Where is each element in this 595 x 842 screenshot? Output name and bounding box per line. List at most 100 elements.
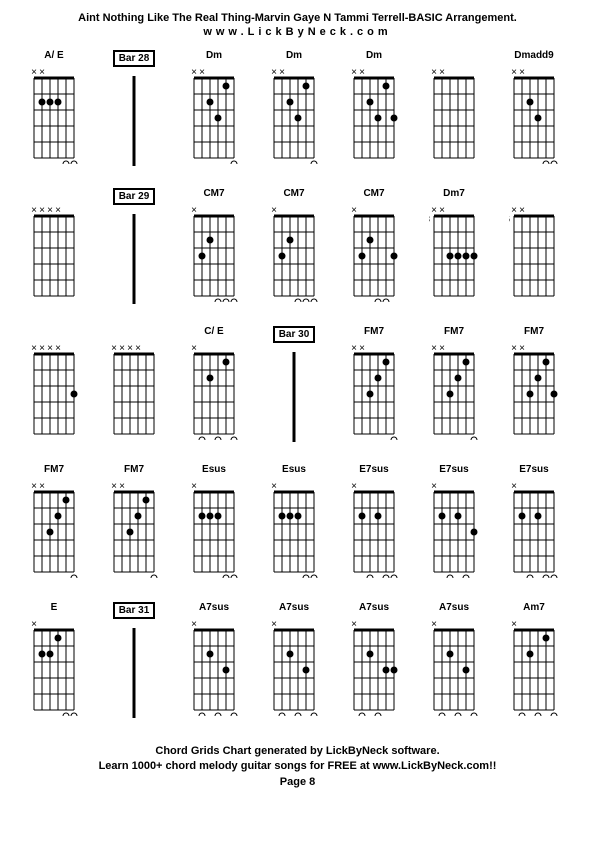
svg-text:×: × (55, 205, 61, 216)
footer-page: Page 8 (20, 775, 575, 790)
svg-text:×: × (47, 205, 53, 216)
svg-text:×: × (127, 343, 133, 354)
svg-text:×: × (135, 343, 141, 354)
chord-name: Dm (286, 50, 302, 64)
svg-text:×: × (359, 67, 365, 78)
bar-marker: Bar 28 (100, 50, 168, 176)
svg-text:×: × (439, 67, 445, 78)
svg-text:×: × (271, 619, 277, 630)
svg-text:×: × (191, 619, 197, 630)
bar-marker: Bar 30 (260, 326, 328, 452)
chord-diagram: E7sus× (340, 464, 408, 583)
svg-text:×: × (47, 343, 53, 354)
chord-name: A7sus (199, 602, 229, 616)
bar-marker: Bar 31 (100, 602, 168, 728)
svg-text:×: × (39, 205, 45, 216)
svg-text:×: × (519, 205, 525, 216)
chord-diagram: E× (20, 602, 88, 721)
chord-diagram: A7sus× (340, 602, 408, 721)
svg-text:×: × (31, 343, 37, 354)
chord-name: FM7 (444, 326, 464, 340)
chord-diagram: E7sus× (500, 464, 568, 583)
svg-text:×: × (439, 205, 445, 216)
chord-diagram: Dm×× (180, 50, 248, 169)
chord-diagram: A7sus× (420, 602, 488, 721)
chord-name: Dmadd9 (514, 50, 553, 64)
chord-diagram: Dm×× (260, 50, 328, 169)
chord-diagram: Dmadd9 ×× (500, 50, 568, 169)
chord-diagram: FM7×× (100, 464, 168, 583)
chord-diagram: FM7 ×× (420, 326, 488, 445)
chord-name: CM7 (363, 188, 384, 202)
chord-name: A/ E (44, 50, 63, 64)
chord-row: FM7××FM7××Esus×Esus×E7sus×E7sus×E7sus× (20, 464, 575, 594)
chord-name: Esus (282, 464, 306, 478)
svg-text:×: × (519, 343, 525, 354)
chord-name: Dm7 (443, 188, 465, 202)
svg-text:×: × (431, 481, 437, 492)
chord-diagram: E7sus× (420, 464, 488, 583)
chord-name: FM7 (44, 464, 64, 478)
svg-text:×: × (519, 67, 525, 78)
chord-name: CM7 (203, 188, 224, 202)
svg-text:×: × (119, 343, 125, 354)
chord-diagram: CM7× (180, 188, 248, 307)
chord-name: E7sus (519, 464, 548, 478)
chord-diagram: A7sus× (260, 602, 328, 721)
svg-text:×: × (31, 67, 37, 78)
bar-label: Bar 29 (113, 188, 156, 205)
chord-diagram: FM7×× (340, 326, 408, 445)
svg-text:6: 6 (509, 214, 510, 224)
chord-diagram: Dm7××3 (420, 188, 488, 307)
svg-text:×: × (431, 67, 437, 78)
svg-text:×: × (271, 205, 277, 216)
chord-name: CM7 (283, 188, 304, 202)
svg-text:×: × (55, 343, 61, 354)
chord-name: Dm (206, 50, 222, 64)
chord-diagram: Esus× (260, 464, 328, 583)
svg-text:×: × (31, 205, 37, 216)
svg-text:×: × (431, 343, 437, 354)
bar-label: Bar 30 (273, 326, 316, 343)
chord-row: E×Bar 31 A7sus×A7sus×A7sus×A7sus×Am7× (20, 602, 575, 732)
footer-line1: Chord Grids Chart generated by LickByNec… (20, 744, 575, 759)
svg-text:×: × (39, 481, 45, 492)
svg-text:×: × (191, 67, 197, 78)
chord-diagram: ××6 (500, 188, 568, 307)
svg-text:×: × (111, 481, 117, 492)
svg-text:×: × (511, 619, 517, 630)
svg-text:×: × (31, 481, 37, 492)
svg-text:×: × (351, 343, 357, 354)
bar-label: Bar 31 (113, 602, 156, 619)
bar-label: Bar 28 (113, 50, 156, 67)
chord-diagram: CM7 × (260, 188, 328, 307)
svg-text:3: 3 (429, 214, 430, 224)
chord-grid: A/ E××Bar 28 Dm××Dm××Dm××××Dmadd9××××××B… (20, 50, 575, 732)
svg-text:×: × (351, 67, 357, 78)
chord-name: A7sus (439, 602, 469, 616)
svg-text:×: × (511, 481, 517, 492)
chord-name: E7sus (439, 464, 468, 478)
chord-name: Esus (202, 464, 226, 478)
chord-row: ××××Bar 29 CM7×CM7×CM7×Dm7××3××6 (20, 188, 575, 318)
chord-diagram: CM7 × (340, 188, 408, 307)
svg-text:×: × (199, 67, 205, 78)
chord-name: Am7 (523, 602, 545, 616)
svg-text:×: × (39, 67, 45, 78)
svg-text:×: × (439, 343, 445, 354)
chord-diagram: ×××× (20, 188, 88, 307)
svg-text:×: × (511, 67, 517, 78)
page-title: Aint Nothing Like The Real Thing-Marvin … (20, 12, 575, 24)
svg-text:×: × (39, 343, 45, 354)
page-footer: Chord Grids Chart generated by LickByNec… (20, 744, 575, 790)
chord-diagram: A/ E ×× (20, 50, 88, 169)
svg-text:×: × (351, 205, 357, 216)
bar-marker: Bar 29 (100, 188, 168, 314)
chord-name: C/ E (204, 326, 223, 340)
svg-text:×: × (31, 619, 37, 630)
footer-line2: Learn 1000+ chord melody guitar songs fo… (20, 759, 575, 774)
chord-name: FM7 (364, 326, 384, 340)
chord-diagram: C/ E× (180, 326, 248, 445)
chord-name: A7sus (359, 602, 389, 616)
chord-diagram: FM7 ×× (20, 464, 88, 583)
